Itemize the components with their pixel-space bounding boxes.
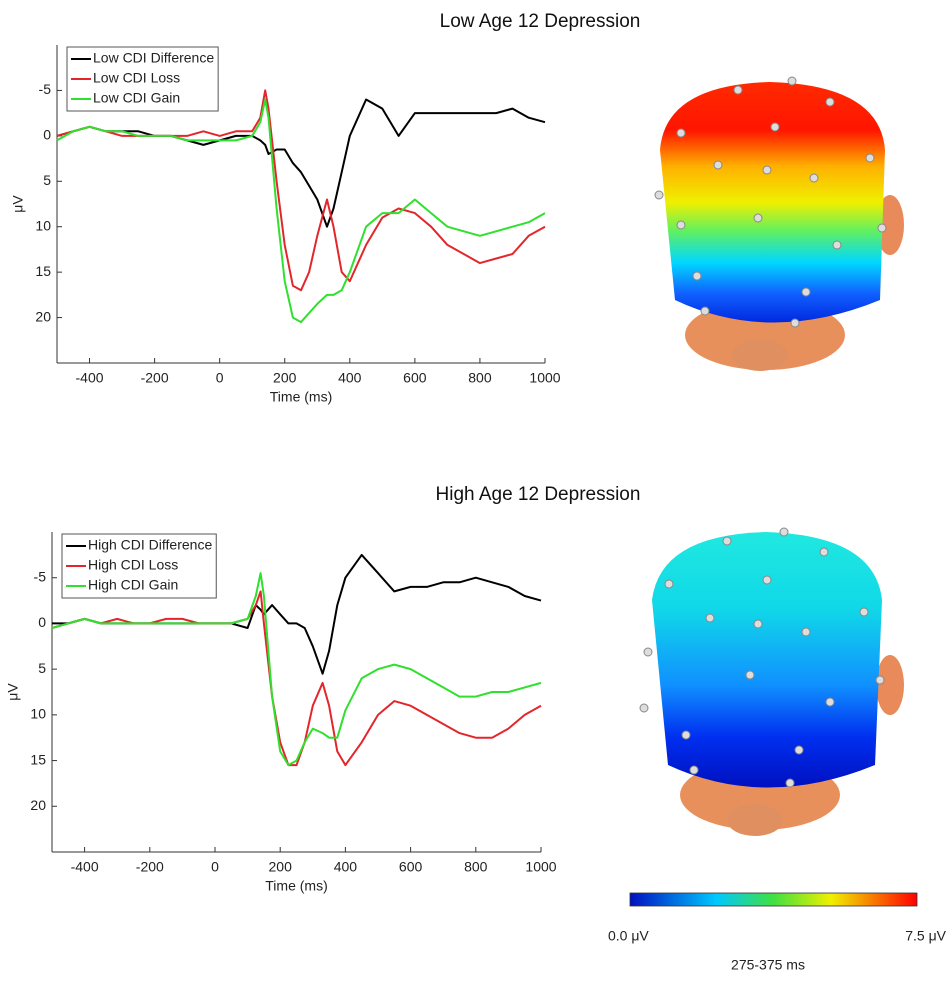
- chart-title: Low Age 12 Depression: [440, 11, 641, 32]
- x-tick-label: 200: [269, 859, 293, 875]
- legend-label: High CDI Gain: [88, 577, 178, 593]
- legend-box: [61, 533, 217, 599]
- legend-label: High CDI Loss: [88, 557, 178, 573]
- x-tick-label: -400: [76, 370, 104, 386]
- head-map-high: [639, 527, 904, 836]
- y-tick-label: 20: [30, 797, 46, 813]
- colorbar-min: 0.0 μV: [608, 928, 649, 944]
- x-tick-label: 1000: [525, 859, 556, 875]
- x-tick-label: -400: [71, 859, 99, 875]
- legend-label: Low CDI Gain: [93, 90, 180, 106]
- x-axis-label: Time (ms): [270, 389, 332, 405]
- series-line: [56, 98, 546, 324]
- head-map-low: [654, 76, 904, 371]
- legend-box: [66, 46, 219, 112]
- x-tick-label: 400: [338, 370, 362, 386]
- y-tick-label: 0: [43, 127, 51, 143]
- series-line: [51, 572, 542, 767]
- x-tick-label: 1000: [529, 370, 560, 386]
- y-tick-label: 5: [43, 172, 51, 188]
- x-tick-label: -200: [141, 370, 169, 386]
- x-axis-label: Time (ms): [265, 878, 327, 894]
- x-tick-label: 800: [464, 859, 488, 875]
- y-tick-label: 5: [38, 660, 46, 676]
- y-tick-label: 15: [30, 751, 46, 767]
- colorbar-window: 275-375 ms: [731, 957, 805, 973]
- y-tick-label: -5: [34, 568, 47, 584]
- chart-title: High Age 12 Depression: [436, 484, 641, 505]
- colorbar: 0.0 μV 7.5 μV 275-375 ms: [608, 892, 947, 973]
- x-tick-label: -200: [136, 859, 164, 875]
- x-tick-label: 0: [216, 370, 224, 386]
- series-line: [56, 89, 546, 292]
- series-line: [51, 590, 542, 767]
- x-tick-label: 600: [403, 370, 427, 386]
- x-tick-label: 600: [399, 859, 423, 875]
- y-tick-label: 0: [38, 614, 46, 630]
- x-tick-label: 800: [468, 370, 492, 386]
- x-tick-label: 400: [334, 859, 358, 875]
- legend-label: High CDI Difference: [88, 537, 212, 553]
- colorbar-scale: [629, 892, 918, 907]
- y-axis-label: μV: [5, 683, 21, 701]
- y-tick-label: 20: [35, 308, 51, 324]
- legend-label: Low CDI Difference: [93, 50, 214, 66]
- y-tick-label: 15: [35, 263, 51, 279]
- x-tick-label: 200: [273, 370, 297, 386]
- legend-label: Low CDI Loss: [93, 70, 180, 86]
- y-tick-label: 10: [30, 706, 46, 722]
- x-tick-label: 0: [211, 859, 219, 875]
- y-axis-label: μV: [10, 195, 26, 213]
- series-line: [56, 98, 546, 228]
- y-tick-label: 10: [35, 217, 51, 233]
- colorbar-max: 7.5 μV: [905, 928, 946, 944]
- y-tick-label: -5: [39, 81, 52, 97]
